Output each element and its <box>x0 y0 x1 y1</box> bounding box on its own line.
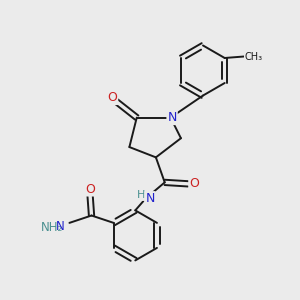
Text: H: H <box>137 190 146 200</box>
Text: O: O <box>85 182 95 196</box>
Text: NH₂: NH₂ <box>41 221 64 234</box>
Text: N: N <box>167 111 177 124</box>
Text: O: O <box>107 91 117 104</box>
Text: CH₃: CH₃ <box>244 52 262 61</box>
Text: O: O <box>189 177 199 190</box>
Text: N: N <box>56 220 64 233</box>
Text: N: N <box>145 192 155 205</box>
